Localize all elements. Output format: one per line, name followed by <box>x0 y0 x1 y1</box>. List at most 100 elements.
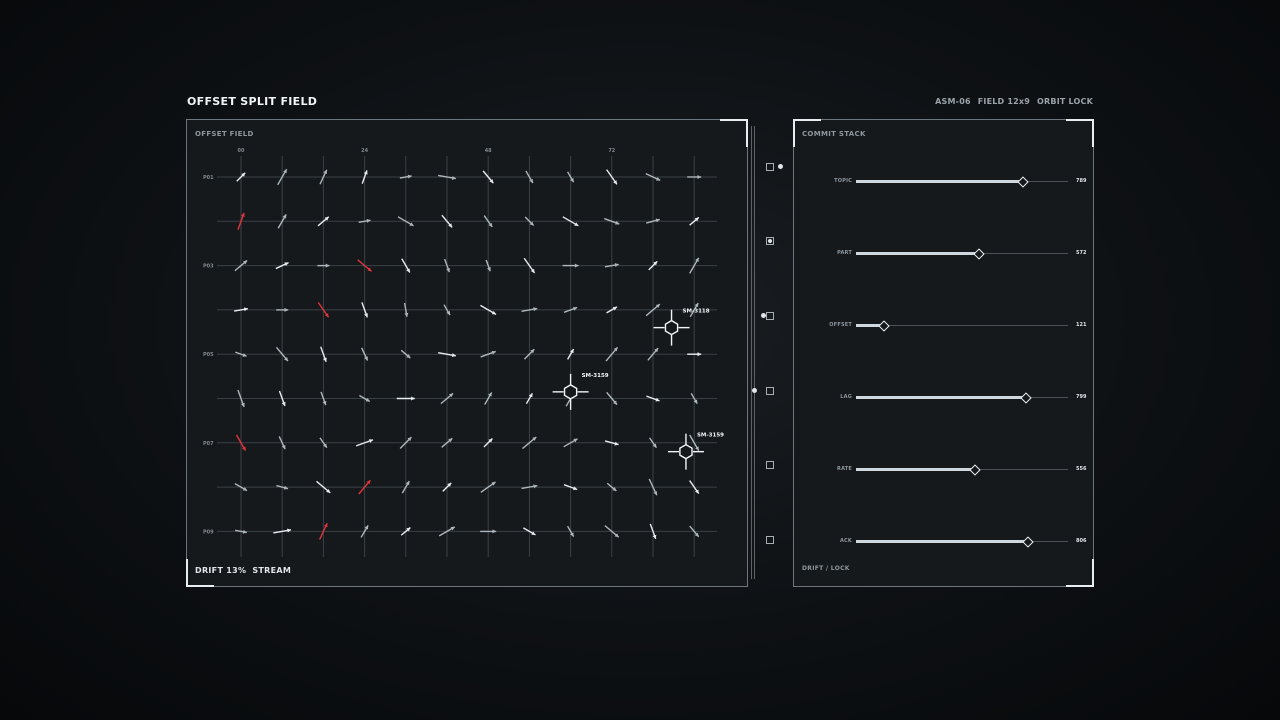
vector-arrow <box>485 259 491 272</box>
vector-arrow <box>606 391 618 406</box>
commit-footer: DRIFT / LOCK <box>802 565 850 572</box>
rail-toggle-5[interactable] <box>766 461 774 469</box>
rail-indicator-dot <box>778 164 783 169</box>
vector-arrow <box>566 171 575 183</box>
vector-arrow <box>606 482 617 492</box>
vector-arrow <box>397 216 414 227</box>
corner-bracket <box>186 559 214 587</box>
rail-toggle-6[interactable] <box>766 536 774 544</box>
slider-track[interactable] <box>856 248 1068 260</box>
rail-toggle-2[interactable] <box>766 237 774 245</box>
vector-arrow <box>563 306 578 313</box>
vector-arrow <box>443 258 451 273</box>
slider-value: 572 <box>1076 250 1087 256</box>
slider-fill <box>856 468 975 471</box>
slider-label: ACK <box>839 538 852 544</box>
slider-label: PART <box>837 250 852 256</box>
alert-vector-arrow <box>237 212 245 230</box>
marker-label: SM-3159 <box>697 433 724 439</box>
vector-arrow <box>645 303 661 317</box>
vector-arrow <box>604 525 620 538</box>
rail-toggle-4[interactable] <box>766 387 774 395</box>
vector-arrow <box>648 437 658 449</box>
vector-arrow <box>319 437 328 449</box>
slider-fill <box>856 396 1026 399</box>
vector-arrow <box>648 260 658 271</box>
slider-track[interactable] <box>856 176 1068 188</box>
alert-vector-arrow <box>358 479 371 495</box>
vector-arrow <box>438 526 456 537</box>
slider-label: RATE <box>837 466 852 472</box>
slider-lag[interactable]: LAG 799 <box>794 391 1095 405</box>
target-marker[interactable]: SM-3159 <box>552 373 609 410</box>
vector-arrow <box>604 263 619 268</box>
vector-arrow <box>687 352 702 357</box>
vector-field-grid[interactable]: 00 24 48 72 P01 P03 P05 P07 P09 SM-3118 SM-3159 SM-… <box>187 120 747 586</box>
slider-handle[interactable] <box>1019 392 1032 404</box>
stream-status: STREAM <box>252 566 292 575</box>
slider-track[interactable] <box>856 464 1068 476</box>
vector-arrow <box>483 215 493 228</box>
vector-arrow <box>525 392 534 405</box>
slider-ack[interactable]: ACK 806 <box>794 535 1095 549</box>
vector-arrow <box>358 218 371 224</box>
meta-asm: ASM-06 <box>935 97 971 106</box>
slider-track[interactable] <box>856 536 1068 548</box>
vector-arrow <box>604 440 619 446</box>
vector-arrow <box>606 306 618 314</box>
slider-handle[interactable] <box>877 320 890 332</box>
vector-arrow <box>522 436 537 450</box>
vector-arrow <box>438 351 456 358</box>
vector-arrow <box>275 346 289 362</box>
meta-orbit: ORBIT LOCK <box>1037 97 1093 106</box>
slider-fill <box>856 180 1024 183</box>
vector-arrow <box>524 216 535 227</box>
vector-arrow <box>605 346 619 362</box>
vector-arrow <box>441 437 453 448</box>
alert-vector-arrow <box>357 259 372 272</box>
slider-topic[interactable]: TOPIC 789 <box>794 175 1095 189</box>
slider-track[interactable] <box>856 320 1068 332</box>
vector-arrow <box>443 304 451 316</box>
row-tick-label: P01 <box>203 175 214 181</box>
slider-track[interactable] <box>856 392 1068 404</box>
rail-toggle-1[interactable] <box>766 163 774 171</box>
vector-arrow <box>320 346 327 362</box>
slider-rate[interactable]: RATE 556 <box>794 463 1095 477</box>
col-tick-label: 72 <box>608 148 615 154</box>
vector-arrow <box>606 169 618 185</box>
commit-stack-label: COMMIT STACK <box>802 130 866 138</box>
meta-field: FIELD 12x9 <box>977 97 1031 106</box>
vector-arrow <box>319 169 328 185</box>
target-marker[interactable]: SM-3159 <box>667 433 724 470</box>
vector-arrow <box>523 348 535 360</box>
vector-arrow <box>277 214 287 229</box>
slider-offset[interactable]: OFFSET 121 <box>794 319 1095 333</box>
field-footer: DRIFT 13% STREAM <box>195 566 291 575</box>
marker-label: SM-3118 <box>683 309 710 315</box>
offset-field-panel: OFFSET FIELD 00 24 48 72 P01 P03 P05 P07 P09 SM-3… <box>186 119 748 587</box>
vector-arrow <box>566 348 575 360</box>
slider-value: 799 <box>1076 394 1087 400</box>
row-tick-label: P03 <box>203 264 214 270</box>
commit-stack-panel: COMMIT STACK TOPIC 789 PART 572 OFFSET 121 LAG… <box>793 119 1094 587</box>
vector-arrow <box>480 481 496 493</box>
slider-handle[interactable] <box>1017 176 1030 188</box>
vector-arrow <box>525 170 534 184</box>
vector-arrow <box>399 174 412 179</box>
slider-handle[interactable] <box>969 464 981 476</box>
vector-arrow <box>689 257 700 274</box>
vector-arrow <box>361 170 368 184</box>
slider-handle[interactable] <box>973 248 985 260</box>
slider-handle[interactable] <box>1022 536 1034 548</box>
vector-arrow <box>480 304 497 316</box>
slider-part[interactable]: PART 572 <box>794 247 1095 261</box>
target-marker[interactable]: SM-3118 <box>653 309 710 346</box>
rail-toggle-3[interactable] <box>766 312 774 320</box>
vector-arrow <box>355 439 374 447</box>
vector-arrow <box>276 307 289 312</box>
corner-bracket <box>1066 559 1094 587</box>
page-title: OFFSET SPLIT FIELD <box>187 95 318 108</box>
split-rail[interactable] <box>751 126 755 579</box>
slider-fill <box>856 324 884 327</box>
